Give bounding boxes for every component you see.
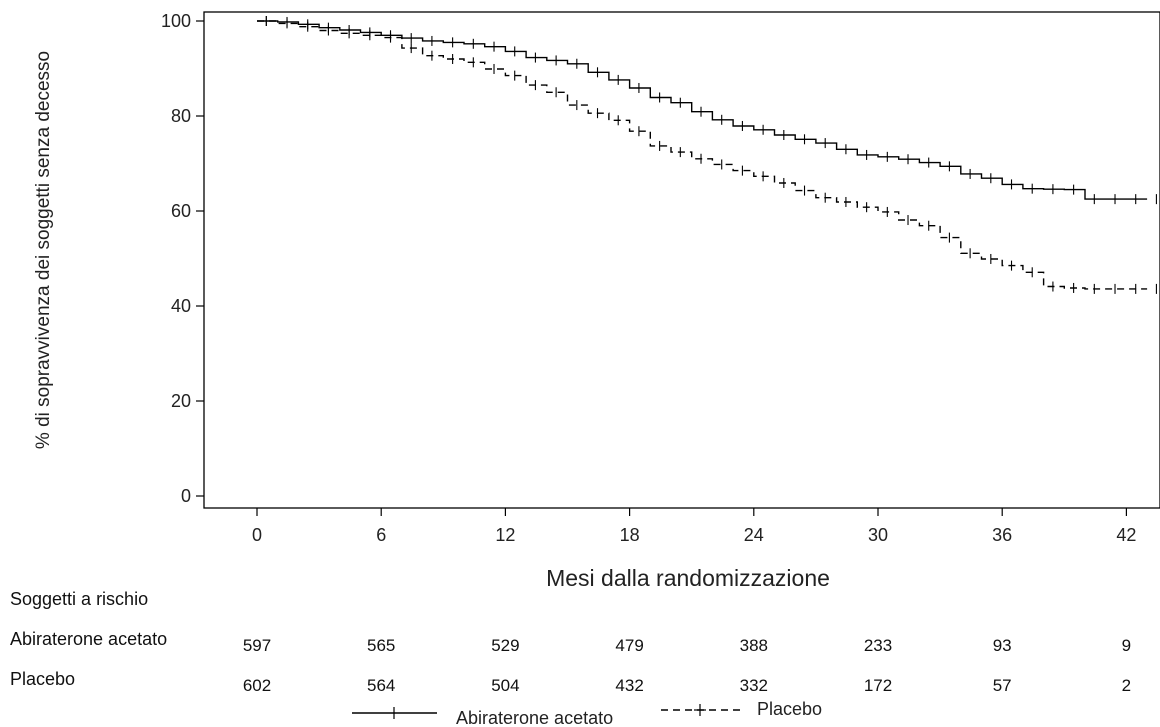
y-tick-label: 40 <box>171 296 191 316</box>
risk-cell: 388 <box>739 636 768 655</box>
series-line-placebo <box>257 20 1148 290</box>
x-tick-label: 0 <box>252 525 262 545</box>
x-axis-label: Mesi dalla randomizzazione <box>546 565 830 591</box>
risk-cell: 479 <box>615 636 644 655</box>
risk-cell: 529 <box>491 636 520 655</box>
y-tick-label: 60 <box>171 201 191 221</box>
legend-label-abiraterone: Abiraterone acetato <box>456 708 613 727</box>
y-axis-label: % di sopravvivenza dei soggetti senza de… <box>33 51 54 449</box>
risk-cell: 57 <box>992 676 1012 695</box>
chart-legend: Abiraterone acetato Placebo <box>352 699 822 727</box>
x-tick-label: 30 <box>868 525 888 545</box>
series-line-abiraterone <box>257 20 1148 200</box>
risk-cell: 332 <box>739 676 768 695</box>
y-tick-label: 0 <box>181 486 191 506</box>
risk-row-label-abiraterone: Abiraterone acetato <box>10 629 168 649</box>
legend-label-placebo: Placebo <box>757 699 822 719</box>
x-tick-label: 6 <box>376 525 386 545</box>
x-tick-label: 36 <box>992 525 1012 545</box>
risk-cell: 432 <box>615 676 644 695</box>
x-tick-label: 42 <box>1116 525 1136 545</box>
risk-cell: 504 <box>491 676 520 695</box>
risk-cell: 2 <box>1121 676 1132 695</box>
chart-series-layer <box>257 16 1157 294</box>
risk-table-header: Soggetti a rischio <box>10 589 149 609</box>
y-tick-label: 20 <box>171 391 191 411</box>
plot-frame <box>203 11 1160 509</box>
risk-cell: 564 <box>367 676 396 695</box>
y-tick-label: 100 <box>161 11 191 31</box>
risk-cell: 9 <box>1121 636 1132 655</box>
risk-cell: 602 <box>242 676 272 695</box>
risk-cell: 565 <box>367 636 396 655</box>
risk-cell: 93 <box>992 636 1012 655</box>
risk-cell: 597 <box>242 636 272 655</box>
y-tick-label: 80 <box>171 106 191 126</box>
risk-row-label-placebo: Placebo <box>10 669 76 689</box>
risk-cell: 172 <box>863 676 893 695</box>
x-tick-label: 18 <box>620 525 640 545</box>
risk-cell: 233 <box>863 636 893 655</box>
chart-axes: 0 20 40 60 80 100 0 6 12 18 24 30 36 42 <box>161 11 1160 545</box>
x-tick-label: 12 <box>495 525 515 545</box>
x-tick-label: 24 <box>744 525 764 545</box>
